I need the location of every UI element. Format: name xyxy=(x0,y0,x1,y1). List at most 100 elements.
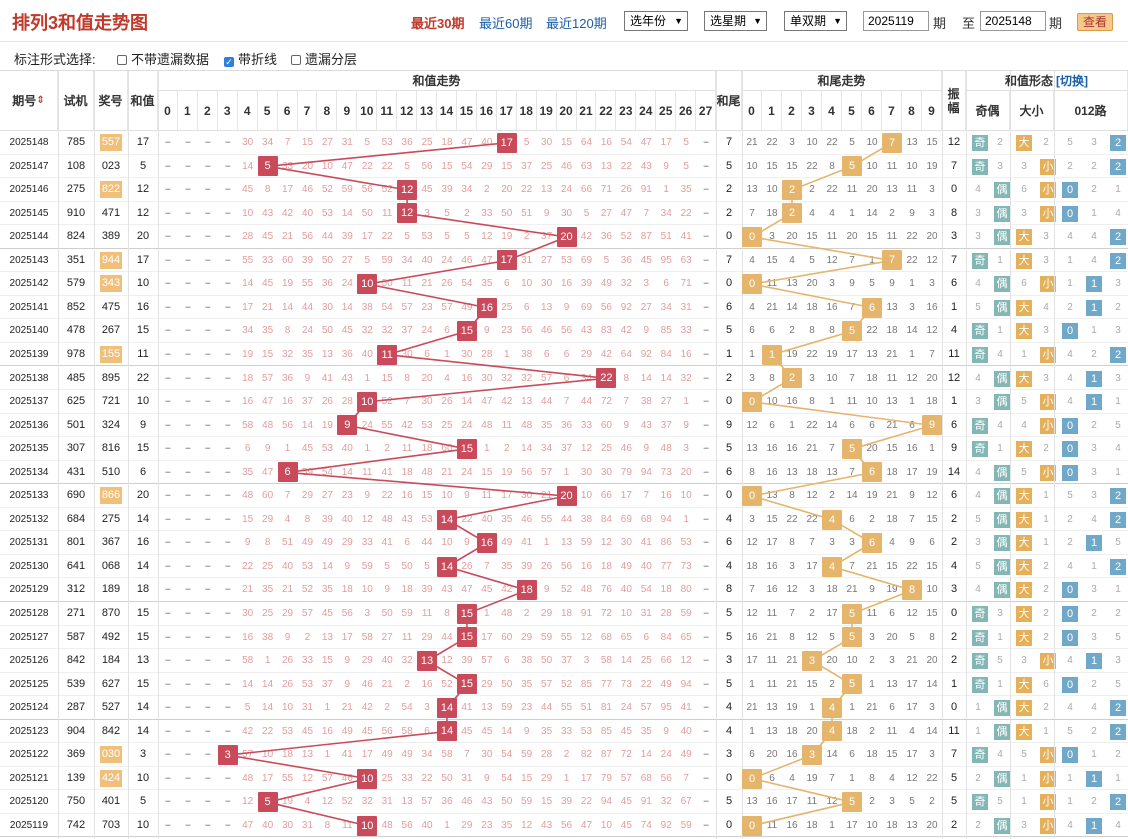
tail-miss-cell: 7 xyxy=(849,560,855,572)
parity-miss: 3 xyxy=(975,537,981,549)
miss-cell: ━ xyxy=(703,561,709,571)
miss-cell: 45 xyxy=(461,725,473,737)
tail-miss-cell: 6 xyxy=(849,419,855,431)
sum-cell: 10 xyxy=(136,771,150,784)
miss-cell: ━ xyxy=(225,255,231,265)
option-line[interactable]: ✓ 带折线 xyxy=(224,49,277,68)
miss-cell: 52 xyxy=(341,796,353,808)
miss-cell: 9 xyxy=(543,207,550,219)
tail-ball: 5 xyxy=(842,321,862,342)
miss-cell: 50 xyxy=(441,772,453,784)
miss-cell: 50 xyxy=(501,796,513,808)
miss-cell: 45 xyxy=(421,184,433,196)
miss-cell: 38 xyxy=(521,655,533,667)
weekday-select[interactable]: 选星期 ▼ xyxy=(704,11,767,31)
recent-60-link[interactable]: 最近60期 xyxy=(479,16,533,31)
parity-issue-select[interactable]: 单双期 ▼ xyxy=(784,11,847,31)
miss-cell: 23 xyxy=(481,819,493,831)
miss-cell: 54 xyxy=(461,278,473,290)
miss-cell: 22 xyxy=(580,796,593,808)
miss-cell: 7 xyxy=(643,207,650,219)
header-issue[interactable]: 期号 ⇕ xyxy=(0,71,58,131)
miss-cell: 58 xyxy=(441,749,453,761)
miss-cell: 5 xyxy=(583,207,590,219)
header-sum-digit: 20 xyxy=(556,91,577,131)
tail-miss-cell: 14 xyxy=(826,419,838,431)
option-miss-layer[interactable]: 遗漏分层 xyxy=(291,49,357,68)
draw-cell: 895 xyxy=(101,371,121,384)
checkbox-checked-icon[interactable]: ✓ xyxy=(224,57,234,67)
trial-cell: 742 xyxy=(66,818,86,831)
period-label: 期 xyxy=(933,16,947,31)
option-no-miss-label: 不带遗漏数据 xyxy=(131,52,210,67)
parity-tag: 奇 xyxy=(972,323,988,340)
sort-icon[interactable]: ⇕ xyxy=(36,95,45,106)
issue-cell: 2025123 xyxy=(9,725,49,737)
sum-cell: 10 xyxy=(136,395,150,408)
miss-cell: ━ xyxy=(185,750,191,760)
miss-cell: 10 xyxy=(281,702,294,714)
column-divider xyxy=(94,71,95,839)
miss-cell: 38 xyxy=(640,396,652,408)
size-tag: 小 xyxy=(1040,653,1056,670)
end-issue-input[interactable]: 2025148 xyxy=(980,11,1046,31)
miss-cell: 33 xyxy=(262,254,274,266)
miss-cell: 49 xyxy=(381,749,393,761)
miss-cell: ━ xyxy=(185,514,191,524)
miss-cell: 2 xyxy=(503,443,510,455)
miss-cell: 12 xyxy=(580,443,593,455)
year-select-value: 选年份 xyxy=(630,14,667,28)
tail-cell: 6 xyxy=(725,536,733,549)
query-button[interactable]: 查看 xyxy=(1077,13,1113,31)
miss-cell: 31 xyxy=(301,819,314,831)
miss-cell: 14 xyxy=(640,749,652,761)
sum-cell: 15 xyxy=(136,607,150,619)
start-issue-input[interactable]: 2025119 xyxy=(863,11,929,31)
tail-ball: 7 xyxy=(882,250,902,271)
tail-miss-cell: 9 xyxy=(909,207,915,219)
miss-cell: 66 xyxy=(660,655,672,667)
option-no-miss[interactable]: 不带遗漏数据 xyxy=(117,49,209,68)
recent-30-link[interactable]: 最近30期 xyxy=(411,16,465,31)
issue-cell: 2025128 xyxy=(9,608,49,619)
tail-miss-cell: 11 xyxy=(806,796,818,808)
miss-cell: 1 xyxy=(284,443,291,455)
year-select[interactable]: 选年份 ▼ xyxy=(624,11,688,31)
miss-cell: 30 xyxy=(620,537,632,549)
miss-cell: 14 xyxy=(242,278,254,290)
issue-cell: 2025144 xyxy=(9,231,49,243)
header-tail-trend: 和尾走势 xyxy=(742,71,942,91)
miss-cell: 48 xyxy=(381,819,393,831)
column-divider xyxy=(966,71,967,839)
trial-cell: 904 xyxy=(66,724,86,737)
miss-cell: 91 xyxy=(640,796,652,808)
header-sum-digit: 21 xyxy=(576,91,597,131)
miss-cell: 30 xyxy=(481,372,493,384)
draw-cell: 842 xyxy=(101,724,121,737)
trial-cell: 312 xyxy=(66,583,86,596)
tail-ball: 6 xyxy=(862,297,882,318)
recent-120-link[interactable]: 最近120期 xyxy=(546,16,607,31)
route-miss: 2 xyxy=(1091,348,1097,360)
tail-cell: 3 xyxy=(725,748,733,761)
amplitude-cell: 12 xyxy=(947,136,961,148)
draw-cell: 492 xyxy=(101,630,121,643)
miss-cell: 42 xyxy=(580,231,593,243)
miss-cell: 31 xyxy=(461,772,473,784)
miss-cell: 57 xyxy=(401,301,413,313)
miss-cell: 68 xyxy=(640,772,652,784)
size-miss: 5 xyxy=(1021,396,1027,408)
miss-cell: 49 xyxy=(680,749,692,761)
miss-cell: 26 xyxy=(620,184,632,196)
switch-link[interactable]: [切换] xyxy=(1056,74,1088,88)
issue-cell: 2025126 xyxy=(9,655,49,667)
miss-cell: 25 xyxy=(421,137,433,148)
miss-cell: 24 xyxy=(341,278,353,290)
size-miss: 3 xyxy=(1043,325,1049,337)
route-miss: 2 xyxy=(1091,796,1097,808)
checkbox-icon[interactable] xyxy=(291,55,301,65)
checkbox-icon[interactable] xyxy=(117,55,127,65)
miss-cell: 2 xyxy=(523,608,530,619)
tail-miss-cell: 10 xyxy=(926,584,938,596)
miss-cell: ━ xyxy=(225,514,231,524)
